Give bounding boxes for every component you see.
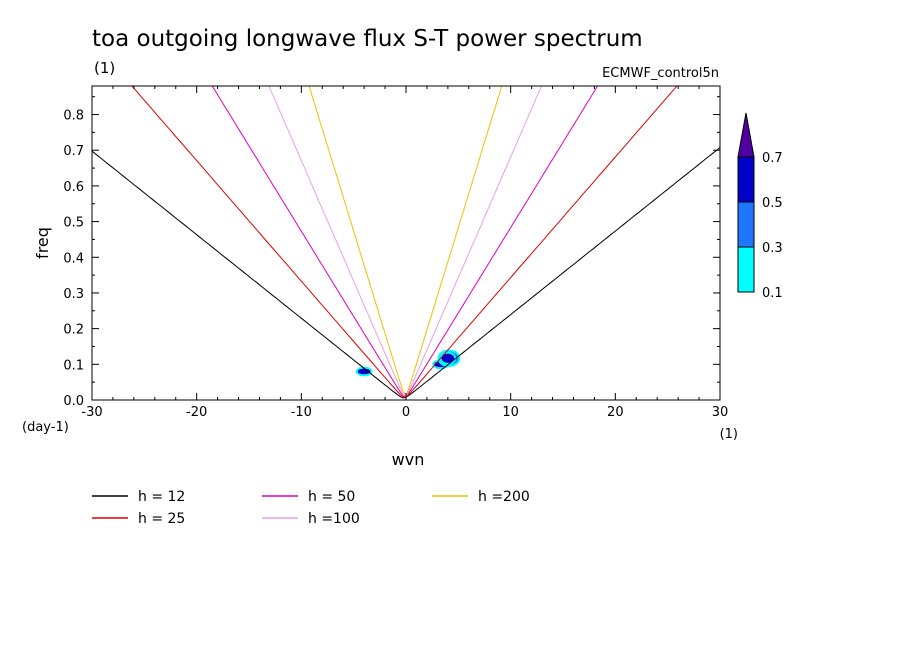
curve-100 (268, 86, 543, 397)
legend-label: h =100 (308, 511, 360, 527)
y-unit-label: (day-1) (22, 420, 69, 435)
colorbar-label: 0.1 (762, 286, 783, 301)
y-tick-label: 0.5 (63, 216, 84, 231)
x-tick-label: 0 (402, 405, 410, 420)
legend-label: h = 12 (138, 489, 185, 505)
y-tick-label: 0.6 (63, 180, 84, 195)
y-tick-label: 0.7 (63, 144, 84, 159)
y-tick-label: 0.2 (63, 323, 84, 338)
y-tick-label: 0.3 (63, 287, 84, 302)
legend-label: h = 25 (138, 511, 185, 527)
contour-inner (357, 368, 371, 375)
y-tick-label: 0.8 (63, 109, 84, 124)
colorbar-segment (737, 156, 755, 203)
curve-50 (211, 86, 599, 398)
subtitle-right: ECMWF_control5n (602, 66, 719, 81)
contour-inner (441, 353, 455, 363)
x-tick-label: -30 (81, 405, 102, 420)
colorbar-segment (737, 246, 755, 293)
colorbar-segment (737, 201, 755, 248)
x-axis: -30 -20 -10 0 10 20 30 (81, 86, 728, 420)
x-tick-label: 20 (607, 405, 624, 420)
x-tick-label: -10 (291, 405, 312, 420)
x-unit-label: (1) (720, 427, 738, 442)
colorbar-arrow (737, 112, 755, 158)
legend-label: h =200 (478, 489, 530, 505)
x-tick-label: 30 (712, 405, 729, 420)
curve-200 (308, 86, 503, 397)
y-tick-label: 0.4 (63, 251, 84, 266)
colorbar-label: 0.3 (762, 241, 783, 256)
curve-12 (92, 147, 720, 399)
y-axis: 0.0 0.1 0.2 0.3 0.4 0.5 0.6 0.7 0.8 (63, 96, 720, 409)
colorbar-label: 0.7 (762, 151, 783, 166)
contour-fills (355, 349, 461, 377)
x-axis-label: wvn (392, 450, 425, 469)
subtitle-left: (1) (94, 59, 115, 77)
colorbar-label: 0.5 (762, 196, 783, 211)
x-tick-label: 10 (502, 405, 519, 420)
legend-label: h = 50 (308, 489, 355, 505)
chart-title: toa outgoing longwave flux S-T power spe… (92, 26, 643, 52)
dispersion-curves (92, 86, 720, 399)
plot-frame (91, 85, 721, 401)
legend: h = 12 h = 25 h = 50 h =100 h =200 (92, 489, 530, 527)
y-tick-label: 0.0 (63, 394, 84, 409)
x-tick-label: -20 (186, 405, 207, 420)
y-axis-label: freq (33, 227, 52, 259)
y-tick-label: 0.1 (63, 358, 84, 373)
colorbar: 0.1 0.3 0.5 0.7 (737, 112, 783, 301)
